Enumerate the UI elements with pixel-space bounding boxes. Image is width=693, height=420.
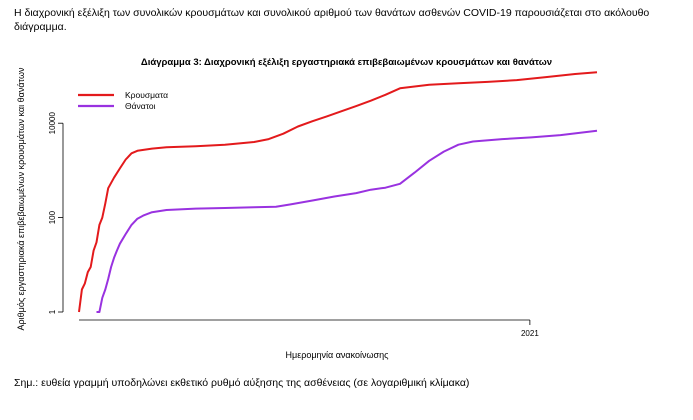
- y-axis-label: Αριθμός εργαστηριακά επιβεβαιωμένων κρου…: [16, 67, 26, 330]
- footnote: Σημ.: ευθεία γραμμή υποδηλώνει εκθετικό …: [14, 377, 470, 389]
- plot-frame: 1 100 10000 2021: [48, 112, 539, 338]
- intro-text: Η διαχρονική εξέλιξη των συνολικών κρουσ…: [14, 7, 650, 33]
- x-tick-label: 2021: [521, 329, 539, 338]
- series-layer: [78, 71, 598, 313]
- series-line-deaths: [96, 129, 598, 313]
- legend-label-cases: Κρουσματα: [125, 90, 168, 100]
- y-tick-label: 100: [48, 210, 57, 224]
- y-tick-label: 10000: [48, 112, 57, 135]
- series-line-cases: [78, 71, 598, 313]
- legend-label-deaths: Θάνατοι: [125, 101, 156, 111]
- chart-title: Διάγραμμα 3: Διαχρονική εξέλιξη εργαστηρ…: [140, 57, 553, 68]
- y-tick-label: 1: [48, 309, 57, 314]
- x-axis-label: Ημερομηνία ανακοίνωσης: [286, 350, 390, 360]
